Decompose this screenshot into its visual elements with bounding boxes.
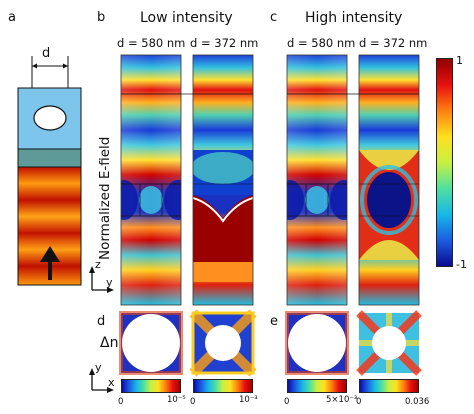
width-label-c-580: d = 580 nm bbox=[287, 36, 356, 50]
panel-letter-d: d bbox=[97, 314, 106, 329]
colorbar-d-580 bbox=[121, 379, 181, 393]
panel-letter-e: e bbox=[270, 314, 278, 329]
scale-e-372-min: 0 bbox=[356, 397, 362, 407]
width-label-b-580: d = 580 nm bbox=[117, 36, 186, 50]
colorbar-d-372 bbox=[193, 379, 253, 393]
field-map-c-372 bbox=[359, 55, 419, 305]
axis-yx bbox=[89, 368, 114, 393]
axis-label-x: x bbox=[108, 376, 115, 389]
dn-map-d-372 bbox=[189, 309, 257, 377]
colorbar-e-372 bbox=[359, 379, 419, 393]
scale-e-580-max: 5×10⁻³ bbox=[326, 395, 358, 405]
heading-high-intensity: High intensity bbox=[305, 10, 403, 26]
panel-letter-a: a bbox=[8, 10, 16, 25]
field-map-b-580 bbox=[121, 55, 181, 305]
scale-d-580-min: 0 bbox=[118, 397, 124, 407]
panel-letter-c: c bbox=[270, 10, 278, 25]
colorbar-min-label: -1 bbox=[456, 258, 467, 271]
field-map-c-580 bbox=[287, 55, 347, 305]
colorbar-e-580 bbox=[287, 379, 347, 393]
scale-d-580-max: 10⁻⁵ bbox=[167, 395, 186, 405]
scale-d-372-max: 10⁻³ bbox=[239, 395, 258, 405]
colorbar-max-label: 1 bbox=[456, 54, 463, 67]
panel-letter-b: b bbox=[97, 10, 106, 25]
scale-e-580-min: 0 bbox=[284, 397, 290, 407]
scale-d-372-min: 0 bbox=[190, 397, 196, 407]
colorbar-main bbox=[436, 58, 453, 267]
width-label-b-372: d = 372 nm bbox=[190, 36, 259, 50]
dimension-label-d: d bbox=[42, 46, 51, 61]
axis-label-z: z bbox=[95, 258, 101, 271]
width-label-c-372: d = 372 nm bbox=[359, 36, 428, 50]
heading-low-intensity: Low intensity bbox=[140, 10, 233, 26]
axis-zy bbox=[89, 266, 114, 293]
hole-ellipse bbox=[33, 105, 67, 131]
scale-e-372-max: 0.036 bbox=[405, 397, 430, 407]
ylabel-delta-n: Δn bbox=[100, 335, 119, 351]
axis-label-y-bottom: y bbox=[95, 361, 102, 374]
dn-map-e-372 bbox=[356, 310, 422, 376]
field-map-b-372 bbox=[193, 55, 253, 305]
dn-map-e-580 bbox=[285, 311, 349, 375]
dn-map-d-580 bbox=[119, 311, 183, 375]
axis-label-y-top: y bbox=[106, 276, 113, 289]
